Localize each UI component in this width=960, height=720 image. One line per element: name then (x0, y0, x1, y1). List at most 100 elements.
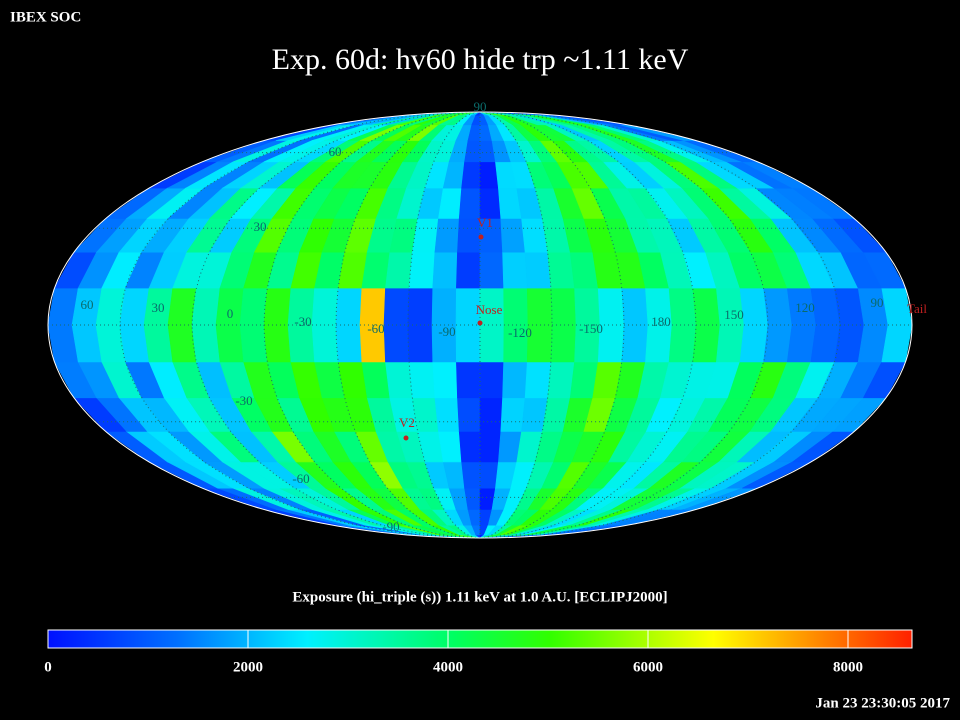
map-cell (550, 287, 577, 326)
map-cell (550, 324, 577, 363)
grid-label: 30 (254, 219, 267, 234)
map-cell (479, 251, 504, 289)
map-cell (191, 324, 221, 363)
map-border (47, 111, 913, 539)
map-cell (457, 397, 481, 432)
map-cell (479, 187, 502, 219)
colorbar (47, 629, 913, 649)
map-cell (239, 324, 268, 363)
grid-label: 120 (795, 300, 815, 315)
map-cell (692, 324, 721, 363)
timestamp: Jan 23 23:30:05 2017 (815, 695, 950, 711)
graticule (48, 111, 912, 539)
grid-label: 0 (227, 306, 234, 321)
map-cell (574, 287, 601, 326)
map-cell (621, 287, 649, 326)
map-cell (597, 287, 625, 326)
map-cell (524, 251, 552, 289)
grid-label: -150 (579, 321, 603, 336)
map-cell (263, 287, 292, 326)
marker-dot (403, 435, 409, 441)
map-cell (500, 397, 526, 432)
map-cell (432, 251, 458, 289)
colorbar-tick-label: 0 (44, 659, 52, 675)
map-cell (434, 397, 460, 432)
colorbar-tick-label: 2000 (233, 659, 263, 675)
map-cell (503, 287, 529, 326)
map-cell (407, 324, 434, 363)
map-cell (526, 287, 553, 326)
marker-label: Tail (907, 301, 927, 316)
grid-label: 180 (651, 314, 671, 329)
org-label: IBEX SOC (10, 9, 81, 25)
title: Exp. 60d: hv60 hide trp ~1.11 keV (272, 43, 689, 76)
map-cell (479, 361, 504, 399)
grid-label: -120 (508, 325, 532, 340)
grid-label: 150 (724, 307, 744, 322)
map-cell (408, 251, 436, 289)
marker-dot (477, 320, 483, 326)
map-cell (432, 361, 458, 399)
map-cell (458, 187, 481, 219)
map-cell (458, 431, 481, 463)
colorbar-ticks: 0 2000 4000 6000 8000 (44, 630, 863, 675)
meridian (407, 111, 481, 539)
colorbar-tick-label: 8000 (833, 659, 863, 675)
map-cell (455, 324, 481, 363)
map-cell (881, 324, 912, 363)
map-cell (408, 361, 436, 399)
map-cell (547, 361, 575, 399)
grid-label: 60 (81, 297, 94, 312)
map-labels: 90 60 30 60 30 0 -30 -60 -90 -120 -150 180 150 120 90 -… (81, 99, 928, 534)
map-cell (716, 324, 745, 363)
marker-dot (478, 234, 484, 240)
grid-label: -60 (292, 471, 309, 486)
map-cell (359, 287, 386, 326)
map-cell (479, 431, 502, 463)
map-cell (383, 324, 410, 363)
map-cell (739, 287, 769, 326)
colorbar-tick-label: 6000 (633, 659, 663, 675)
grid-label: 90 (474, 99, 487, 114)
grid-label: -30 (294, 314, 311, 329)
map-cell (479, 397, 503, 432)
map-cell (668, 287, 697, 326)
map-cell (335, 324, 363, 363)
map-cell (461, 161, 481, 189)
map-cell (311, 324, 339, 363)
colorbar-tick-label: 4000 (433, 659, 463, 675)
map-cell (167, 324, 197, 363)
marker-label: Nose (476, 302, 503, 317)
map-cell (461, 461, 481, 489)
map-cell (335, 287, 363, 326)
map-cell (431, 287, 457, 326)
map-cell (263, 324, 292, 363)
marker-label: V2 (399, 415, 415, 430)
map-cell (502, 361, 528, 399)
map-cell (668, 324, 697, 363)
map-cell (434, 218, 460, 253)
map-cell (692, 287, 721, 326)
grid-label: -60 (367, 321, 384, 336)
map-cell (239, 287, 268, 326)
grid-label: -90 (382, 519, 399, 534)
grid-label: -30 (235, 393, 252, 408)
map-cell (287, 324, 315, 363)
marker-label: V1 (477, 215, 493, 230)
map-cell (191, 287, 221, 326)
map-cell (456, 361, 481, 399)
colorbar-title: Exposure (hi_triple (s)) 1.11 keV at 1.0… (292, 589, 667, 605)
map-cell (621, 324, 649, 363)
grid-label: -90 (438, 324, 455, 339)
map-cell (215, 324, 244, 363)
map-cell (645, 324, 673, 363)
meridian (479, 111, 553, 539)
map-cell (456, 251, 481, 289)
map-cell (524, 361, 552, 399)
sky-map (48, 112, 912, 538)
grid-label: 90 (871, 295, 884, 310)
map-cell (167, 287, 197, 326)
grid-label: 30 (152, 300, 165, 315)
map-cell (500, 218, 526, 253)
